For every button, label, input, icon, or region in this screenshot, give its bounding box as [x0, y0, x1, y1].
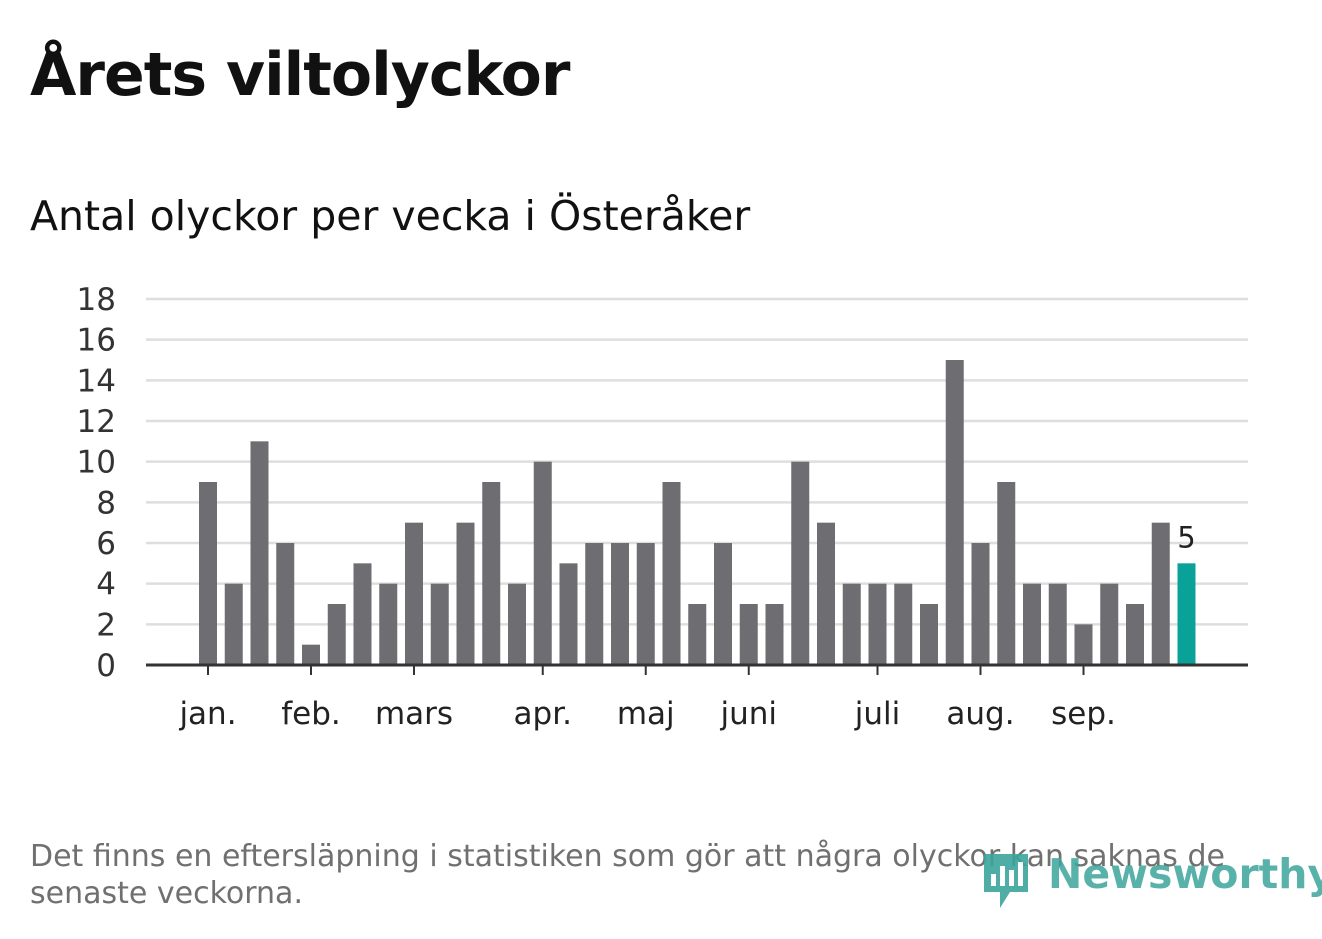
- bar: [456, 522, 475, 665]
- bar: [688, 604, 707, 665]
- bar: [817, 522, 835, 665]
- bar: [1100, 583, 1119, 665]
- x-tick-label: maj: [617, 696, 675, 732]
- bar: [868, 583, 887, 665]
- y-tick-label: 10: [77, 445, 116, 481]
- x-tick-label: juli: [854, 696, 901, 732]
- bar: [224, 583, 243, 665]
- bar: [945, 360, 964, 665]
- bar: [250, 441, 269, 665]
- y-tick-label: 18: [77, 282, 116, 318]
- bar: [302, 644, 320, 665]
- bar: [894, 583, 913, 665]
- y-tick-label: 4: [96, 567, 116, 603]
- bar: [1126, 604, 1144, 665]
- x-axis-ticks: jan. feb. mars apr. maj juni juli aug. sep.: [178, 665, 1116, 732]
- bar: [1023, 583, 1041, 665]
- bar: [199, 482, 217, 665]
- bar: [842, 583, 861, 665]
- chart-title: Årets viltolyckor: [30, 40, 570, 110]
- y-tick-label: 8: [96, 485, 116, 521]
- x-tick-label: jan.: [178, 696, 236, 732]
- bar: [1151, 522, 1170, 665]
- bar: [765, 604, 784, 665]
- chart-subtitle: Antal olyckor per vecka i Österåker: [30, 192, 751, 240]
- bar: [508, 583, 526, 665]
- bar: [585, 543, 604, 665]
- logo-text: Newsworthy: [1048, 850, 1322, 898]
- bar: [1048, 583, 1067, 665]
- bar: [533, 461, 552, 665]
- x-tick-label: sep.: [1051, 696, 1116, 732]
- bar: [482, 482, 501, 665]
- newsworthy-chart-icon: [984, 854, 1028, 908]
- y-tick-label: 16: [77, 323, 116, 359]
- bar: [559, 563, 578, 665]
- bar: [430, 583, 449, 665]
- bar: [405, 522, 423, 665]
- x-tick-label: juni: [719, 696, 777, 732]
- bar: [791, 461, 810, 665]
- bar: [636, 543, 655, 665]
- y-axis-ticks: 0 2 4 6 8 10 12 14 16 18: [77, 282, 116, 684]
- bar: [920, 604, 938, 665]
- bar: [276, 543, 295, 665]
- x-tick-label: feb.: [281, 696, 341, 732]
- bar: [379, 583, 398, 665]
- gridlines: [146, 297, 1248, 626]
- bar-highlight: [1177, 563, 1196, 665]
- bar: [327, 604, 346, 665]
- highlight-value-label: 5: [1177, 520, 1195, 554]
- bar: [662, 482, 681, 665]
- x-tick-label: mars: [375, 696, 453, 732]
- bar: [739, 604, 758, 665]
- bar: [611, 543, 629, 665]
- bar: [353, 563, 372, 665]
- x-tick-label: apr.: [514, 696, 572, 732]
- y-tick-label: 12: [77, 404, 116, 440]
- newsworthy-logo[interactable]: Newsworthy: [980, 848, 1322, 910]
- bar: [997, 482, 1016, 665]
- bars: [199, 360, 1196, 665]
- bar: [971, 543, 990, 665]
- y-tick-label: 0: [96, 648, 116, 684]
- data-labels: 5: [1177, 520, 1195, 554]
- y-tick-label: 2: [96, 607, 116, 643]
- x-tick-label: aug.: [946, 696, 1014, 732]
- bar: [1074, 624, 1093, 665]
- y-tick-label: 6: [96, 526, 116, 562]
- y-tick-label: 14: [77, 363, 116, 399]
- bar: [714, 543, 732, 665]
